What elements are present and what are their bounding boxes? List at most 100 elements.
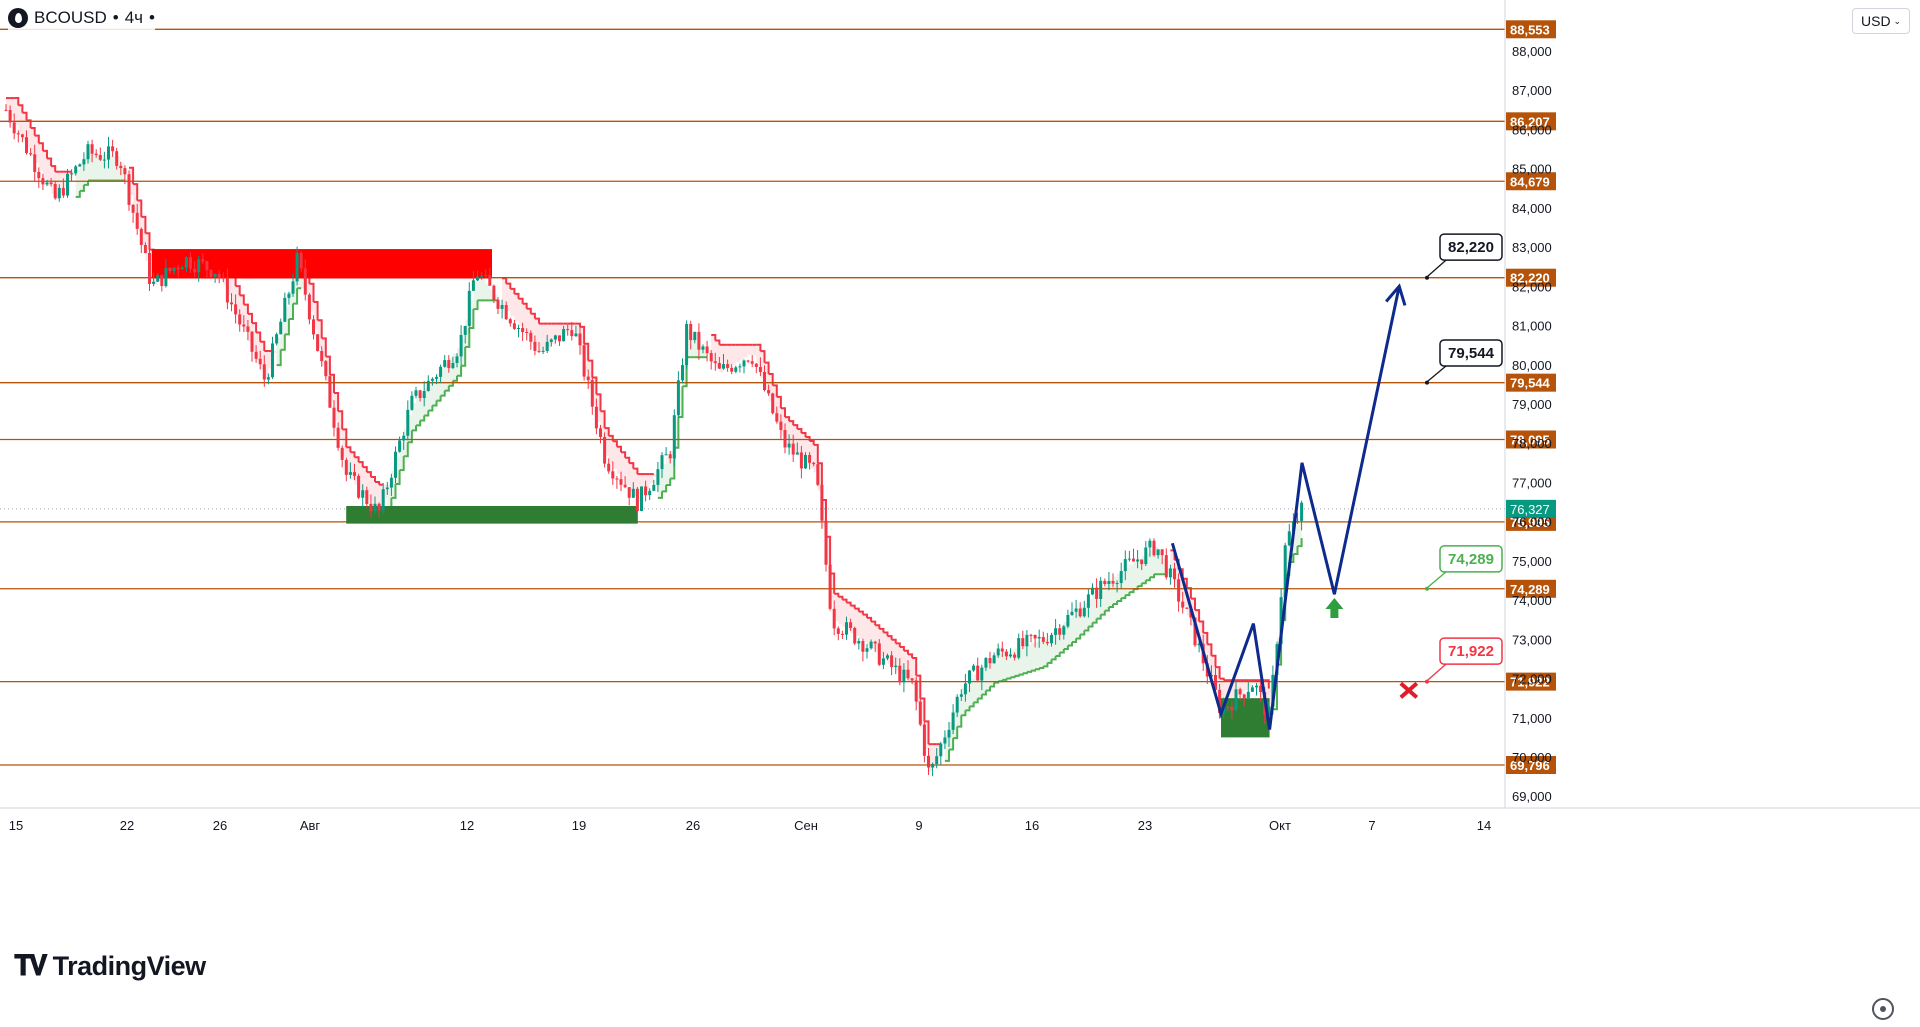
trail-shade <box>375 482 380 510</box>
trail-shade <box>34 135 39 164</box>
candle-body <box>242 324 246 327</box>
trail-line <box>1059 649 1065 654</box>
callout-label: 79,544 <box>1448 345 1495 362</box>
candle-body <box>1177 579 1181 602</box>
trail-shade <box>1244 680 1249 691</box>
candle-body <box>758 367 762 372</box>
candle-body <box>545 341 549 351</box>
candle-body <box>533 341 537 351</box>
trail-shade <box>1039 640 1044 668</box>
candle-body <box>1054 628 1058 635</box>
settings-icon[interactable] <box>1872 998 1894 1020</box>
candle-body <box>1185 607 1189 609</box>
trail-shade <box>124 178 129 181</box>
candle-body <box>1214 674 1217 690</box>
trail-shade <box>26 120 31 148</box>
trail-shade <box>489 289 494 301</box>
trail-shade <box>633 468 638 497</box>
candle-body <box>25 137 28 154</box>
symbol-header[interactable]: BCOUSD • 4ч • <box>8 6 155 30</box>
trail-line <box>518 297 524 304</box>
trail-shade <box>399 442 404 471</box>
trail-shade <box>1100 587 1105 615</box>
trail-line <box>325 355 331 375</box>
trail-shade <box>305 265 310 294</box>
candle-body <box>512 323 516 329</box>
candle-body <box>529 332 533 342</box>
candle-body <box>566 329 570 331</box>
trail-line <box>534 317 540 324</box>
trail-shade <box>1297 518 1302 547</box>
trail-line <box>629 462 635 469</box>
trail-line <box>711 334 717 341</box>
candle-body <box>972 665 976 671</box>
candle-body <box>603 436 607 464</box>
candle-body <box>1078 608 1082 617</box>
trail-shade <box>465 319 470 347</box>
candle-body <box>570 330 574 337</box>
price-tick-label: 87,000 <box>1512 83 1552 98</box>
trail-line <box>526 307 532 314</box>
trail-line <box>235 285 241 296</box>
candle-body <box>804 454 807 469</box>
tradingview-logo[interactable]: 𝐓𝐕 TradingView <box>14 950 206 983</box>
trail-line <box>14 97 20 106</box>
trail-shade <box>55 171 60 200</box>
trail-shade <box>1203 632 1208 661</box>
candle-body <box>980 667 984 681</box>
trail-shade <box>969 678 974 707</box>
trail-line <box>432 400 438 407</box>
trail-line <box>1104 607 1110 612</box>
candle-body <box>184 257 188 268</box>
candle-body <box>70 173 74 175</box>
trail-shade <box>686 329 691 358</box>
trail-line <box>912 656 918 676</box>
candle-body <box>287 293 291 298</box>
trail-shade <box>1096 591 1101 619</box>
trail-line <box>457 365 463 377</box>
callout-leader <box>1425 663 1447 683</box>
entry-arrow-icon <box>1325 598 1344 618</box>
trail-shade <box>30 128 35 156</box>
trail-shade <box>793 425 798 453</box>
trail-shade <box>67 171 72 182</box>
candle-body <box>877 643 881 665</box>
candle-body <box>213 273 217 277</box>
candle-body <box>78 164 82 167</box>
trail-line <box>801 432 807 437</box>
candle-body <box>1107 581 1111 585</box>
trail-line <box>338 410 344 430</box>
trail-shade <box>990 659 995 687</box>
candle-body <box>742 360 746 367</box>
trail-shade <box>924 721 929 749</box>
trail-line <box>867 616 873 622</box>
candle-body <box>172 267 176 272</box>
trail-line <box>604 427 610 436</box>
candle-body <box>402 435 406 441</box>
trail-shade <box>850 605 855 634</box>
candle-body <box>279 321 283 335</box>
currency-button[interactable]: USD ⌄ <box>1852 8 1910 34</box>
trail-line <box>875 624 881 629</box>
trail-shade <box>1248 680 1253 687</box>
candle-body <box>430 378 434 381</box>
callout-leader <box>1425 365 1447 384</box>
candle-body <box>910 678 914 681</box>
symbol-interval: 4ч <box>124 8 143 27</box>
trail-shade <box>903 650 908 679</box>
candle-body <box>549 339 553 342</box>
trail-line <box>584 342 590 361</box>
candle-body <box>348 472 352 475</box>
resistance-zone <box>151 249 493 279</box>
candle-body <box>53 184 57 199</box>
trail-shade <box>698 346 703 358</box>
trail-shade <box>284 306 289 335</box>
trail-shade <box>1293 526 1298 555</box>
candle-body <box>394 451 397 478</box>
trail-shade <box>797 429 802 457</box>
candle-body <box>209 269 213 277</box>
candle-body <box>931 763 935 768</box>
candle-body <box>1296 520 1299 522</box>
trail-line <box>411 425 417 432</box>
